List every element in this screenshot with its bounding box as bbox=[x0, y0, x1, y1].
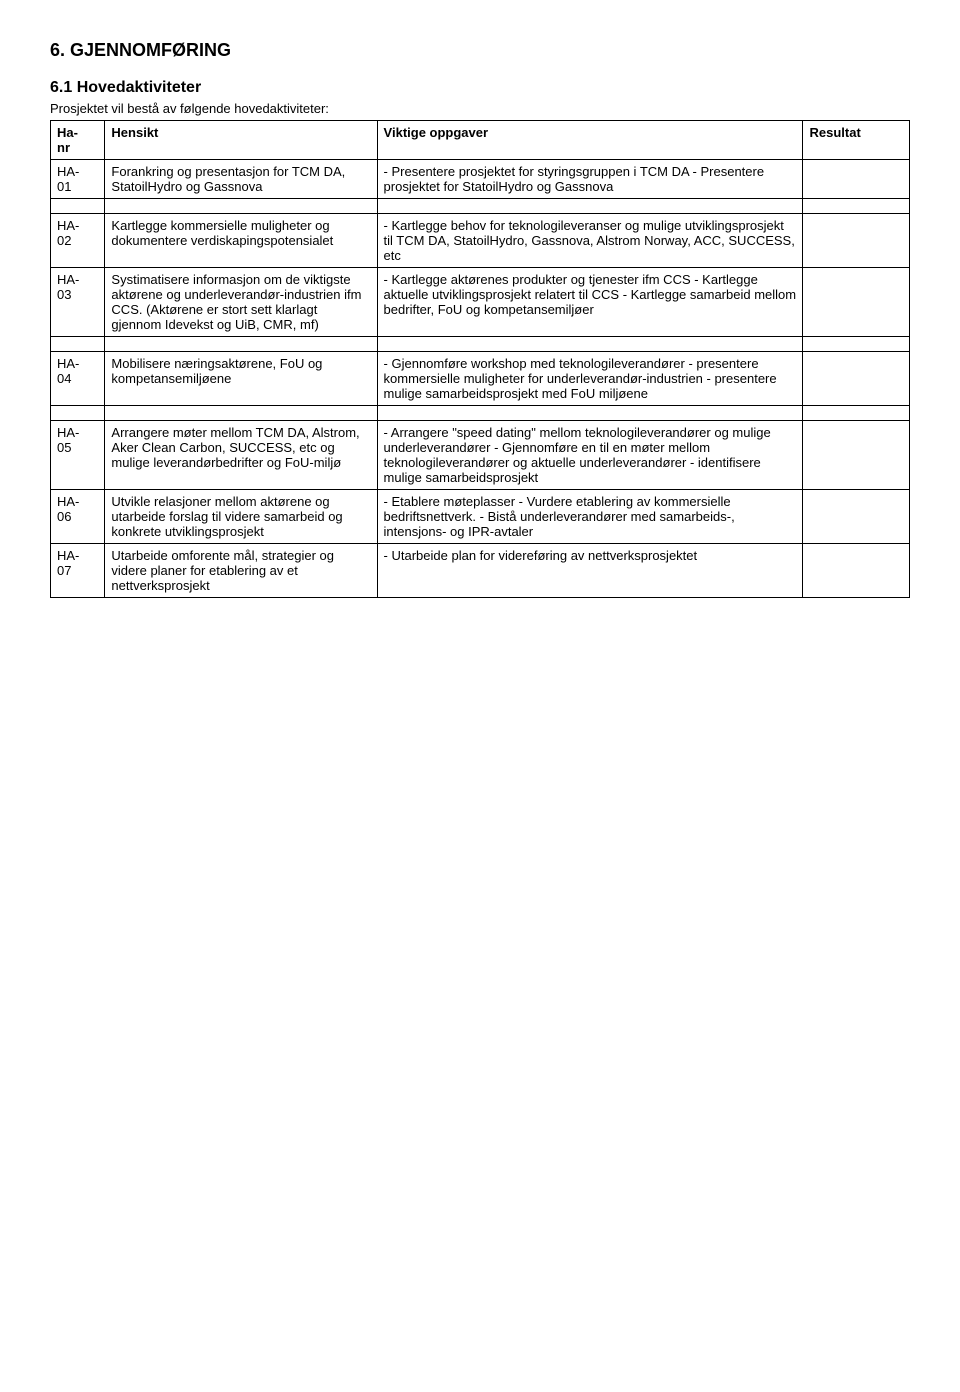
cell-nr: HA-05 bbox=[51, 421, 105, 490]
cell-oppgaver: - Utarbeide plan for videreføring av net… bbox=[377, 544, 803, 598]
table-row: HA-07 Utarbeide omforente mål, strategie… bbox=[51, 544, 910, 598]
col-header-hensikt: Hensikt bbox=[105, 121, 377, 160]
cell-hensikt: Utarbeide omforente mål, strategier og v… bbox=[105, 544, 377, 598]
cell-hensikt: Utvikle relasjoner mellom aktørene og ut… bbox=[105, 490, 377, 544]
spacer-row bbox=[51, 199, 910, 214]
cell-resultat bbox=[803, 268, 910, 337]
cell-resultat bbox=[803, 544, 910, 598]
table-row: HA-06 Utvikle relasjoner mellom aktørene… bbox=[51, 490, 910, 544]
spacer-row bbox=[51, 337, 910, 352]
cell-resultat bbox=[803, 160, 910, 199]
cell-resultat bbox=[803, 352, 910, 406]
cell-nr: HA-02 bbox=[51, 214, 105, 268]
table-row: HA-05 Arrangere møter mellom TCM DA, Als… bbox=[51, 421, 910, 490]
section-heading: 6. GJENNOMFØRING bbox=[50, 40, 910, 61]
cell-oppgaver: - Gjennomføre workshop med teknologileve… bbox=[377, 352, 803, 406]
cell-oppgaver: - Arrangere "speed dating" mellom teknol… bbox=[377, 421, 803, 490]
col-header-nr: Ha- nr bbox=[51, 121, 105, 160]
cell-resultat bbox=[803, 214, 910, 268]
cell-nr: HA-01 bbox=[51, 160, 105, 199]
cell-resultat bbox=[803, 490, 910, 544]
cell-nr: HA-07 bbox=[51, 544, 105, 598]
cell-oppgaver: - Kartlegge behov for teknologileveranse… bbox=[377, 214, 803, 268]
cell-hensikt: Kartlegge kommersielle muligheter og dok… bbox=[105, 214, 377, 268]
cell-oppgaver: - Etablere møteplasser - Vurdere etabler… bbox=[377, 490, 803, 544]
table-header-row: Ha- nr Hensikt Viktige oppgaver Resultat bbox=[51, 121, 910, 160]
cell-hensikt: Mobilisere næringsaktørene, FoU og kompe… bbox=[105, 352, 377, 406]
table-row: HA-02 Kartlegge kommersielle muligheter … bbox=[51, 214, 910, 268]
cell-oppgaver: - Presentere prosjektet for styringsgrup… bbox=[377, 160, 803, 199]
intro-text: Prosjektet vil bestå av følgende hovedak… bbox=[50, 101, 910, 116]
table-row: HA-03 Systimatisere informasjon om de vi… bbox=[51, 268, 910, 337]
cell-nr: HA-03 bbox=[51, 268, 105, 337]
cell-oppgaver: - Kartlegge aktørenes produkter og tjene… bbox=[377, 268, 803, 337]
col-header-resultat: Resultat bbox=[803, 121, 910, 160]
subsection-heading: 6.1 Hovedaktiviteter bbox=[50, 79, 910, 97]
spacer-row bbox=[51, 406, 910, 421]
activities-table: Ha- nr Hensikt Viktige oppgaver Resultat… bbox=[50, 120, 910, 598]
cell-nr: HA-06 bbox=[51, 490, 105, 544]
table-row: HA-01 Forankring og presentasjon for TCM… bbox=[51, 160, 910, 199]
cell-nr: HA-04 bbox=[51, 352, 105, 406]
cell-resultat bbox=[803, 421, 910, 490]
cell-hensikt: Arrangere møter mellom TCM DA, Alstrom, … bbox=[105, 421, 377, 490]
cell-hensikt: Forankring og presentasjon for TCM DA, S… bbox=[105, 160, 377, 199]
table-row: HA-04 Mobilisere næringsaktørene, FoU og… bbox=[51, 352, 910, 406]
cell-hensikt: Systimatisere informasjon om de viktigst… bbox=[105, 268, 377, 337]
col-header-oppgaver: Viktige oppgaver bbox=[377, 121, 803, 160]
